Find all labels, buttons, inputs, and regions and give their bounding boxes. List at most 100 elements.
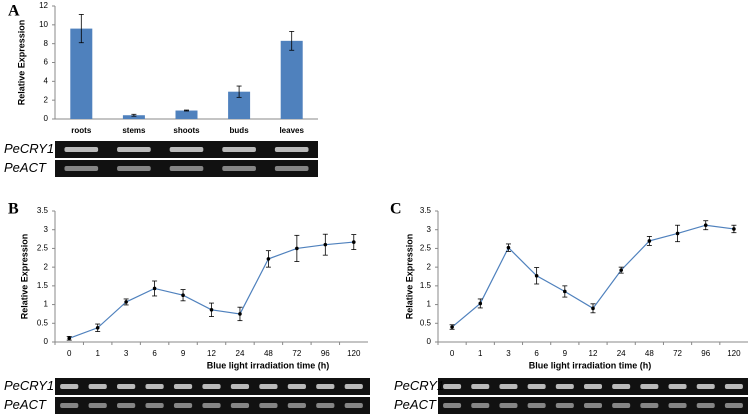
y-tick-label: 3 — [44, 225, 49, 234]
y-tick-label: 10 — [39, 20, 48, 29]
gel-band — [471, 403, 490, 408]
gel-band — [145, 384, 164, 389]
point — [67, 336, 72, 341]
gel-band — [117, 403, 136, 408]
y-tick-label: 1.5 — [37, 281, 49, 290]
gel-band — [88, 403, 107, 408]
gel-band — [640, 384, 659, 389]
gel-label: PeCRY1 — [4, 378, 54, 393]
point — [238, 312, 242, 316]
gel-band — [696, 384, 715, 389]
point — [619, 268, 623, 272]
gel-band — [222, 147, 256, 152]
y-tick-label: 1 — [427, 300, 432, 309]
y-tick-label: 0 — [44, 337, 49, 346]
y-tick-label: 12 — [39, 1, 48, 10]
series-line — [69, 241, 354, 339]
x-tick-label: 6 — [152, 349, 157, 358]
point — [152, 286, 157, 291]
point — [478, 301, 483, 306]
gel-band — [64, 166, 99, 171]
y-axis-title: Relative Expression — [19, 234, 29, 320]
gel-band — [443, 384, 462, 389]
point — [181, 293, 185, 298]
gel-band — [499, 403, 518, 408]
x-axis-title: Blue light irradiation time (h) — [207, 360, 330, 370]
y-tick-label: 2.5 — [420, 244, 432, 253]
x-tick-label: 1 — [95, 349, 100, 358]
x-tick-label: 3 — [124, 349, 129, 358]
x-tick-label: 9 — [181, 349, 186, 358]
bar — [70, 28, 93, 120]
bar — [122, 115, 145, 119]
gel-label: PeCRY1 — [4, 141, 54, 156]
y-axis-title: Relative Expression — [404, 234, 414, 320]
gel-band — [169, 147, 204, 152]
gel-band — [640, 403, 659, 408]
x-tick-label: 0 — [67, 349, 72, 358]
x-tick-label: shoots — [173, 126, 200, 135]
bar — [280, 40, 303, 119]
gel-band — [724, 384, 743, 389]
x-tick-label: 1 — [478, 349, 483, 358]
gel-label: PeACT — [4, 160, 47, 175]
error-bar — [236, 85, 242, 98]
error-bar — [289, 31, 295, 51]
y-tick-label: 3.5 — [37, 206, 49, 215]
x-tick-label: 9 — [563, 349, 568, 358]
x-tick-label: 120 — [347, 349, 361, 358]
x-tick-label: 48 — [645, 349, 654, 358]
bar — [228, 91, 251, 119]
gel-band — [259, 403, 278, 408]
x-tick-label: 0 — [450, 349, 455, 358]
gel-band — [316, 403, 335, 408]
error-bar — [184, 109, 189, 112]
gel-band — [60, 403, 79, 408]
x-tick-label: 96 — [701, 349, 710, 358]
y-tick-label: 8 — [44, 39, 49, 48]
x-tick-label: 72 — [673, 349, 682, 358]
gel-band — [117, 147, 151, 152]
x-tick-label: 3 — [506, 349, 511, 358]
gel-band — [222, 166, 256, 171]
gel-band — [145, 403, 164, 408]
gel-band — [60, 384, 79, 389]
gel-band — [555, 403, 574, 408]
x-tick-label: 6 — [534, 349, 539, 358]
y-tick-label: 3 — [427, 225, 432, 234]
point — [323, 242, 328, 247]
gel-label: PeCRY1 — [394, 378, 444, 393]
gel-label: PeACT — [4, 397, 47, 412]
gel-band — [583, 384, 603, 389]
gel-band — [173, 384, 193, 389]
gel-band — [527, 384, 546, 389]
point — [209, 308, 214, 312]
gel-band — [169, 166, 204, 171]
x-tick-label: 96 — [321, 349, 330, 358]
gel-band — [287, 384, 306, 389]
gel-label: PeACT — [394, 397, 437, 412]
gel-band — [724, 403, 743, 408]
x-tick-label: 24 — [236, 349, 245, 358]
gel-band — [499, 384, 518, 389]
y-tick-label: 0.5 — [420, 318, 432, 327]
point — [703, 223, 708, 228]
gel-band — [259, 384, 278, 389]
gel-band — [668, 384, 687, 389]
x-tick-label: 120 — [727, 349, 741, 358]
gel-band — [117, 166, 151, 171]
gel-band — [287, 403, 306, 408]
y-tick-label: 0.5 — [37, 318, 49, 327]
gel-band — [202, 403, 221, 408]
gel-band — [64, 147, 99, 152]
y-tick-label: 1 — [44, 300, 49, 309]
gel-band — [117, 384, 136, 389]
gel-band — [555, 384, 574, 389]
x-tick-label: stems — [122, 126, 146, 135]
y-tick-label: 4 — [44, 76, 49, 85]
gel-band — [443, 403, 462, 408]
gel-band — [471, 384, 490, 389]
gel-band — [583, 403, 603, 408]
bar — [175, 110, 198, 119]
